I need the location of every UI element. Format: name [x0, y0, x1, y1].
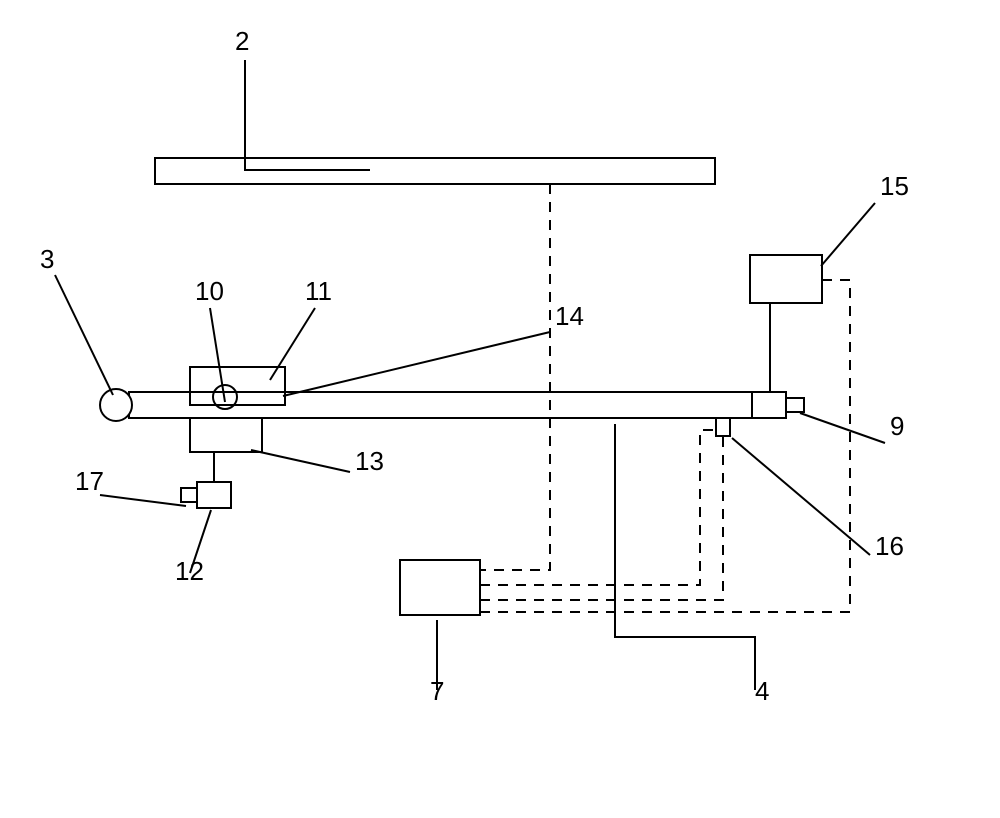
label-n4: 4 — [755, 676, 769, 706]
dashed-7-mid — [480, 430, 716, 585]
label-n11: 11 — [305, 276, 332, 306]
box-12 — [197, 482, 231, 508]
label-n15: 15 — [880, 171, 909, 201]
leader-n11 — [270, 308, 315, 380]
box-15 — [750, 255, 822, 303]
diagram-canvas: 2 15 3 10 11 14 9 17 13 12 16 7 4 — [0, 0, 1000, 818]
leader-n3 — [55, 275, 113, 395]
labels-group: 2 15 3 10 11 14 9 17 13 12 16 7 4 — [40, 26, 909, 706]
label-n7: 7 — [430, 676, 444, 706]
top-bar — [155, 158, 715, 184]
label-n9: 9 — [890, 411, 904, 441]
leader-n9 — [800, 413, 885, 443]
dashed-outer-15 — [480, 280, 850, 612]
label-n14: 14 — [555, 301, 584, 331]
label-n17: 17 — [75, 466, 104, 496]
leader-n15 — [821, 203, 875, 266]
box-7 — [400, 560, 480, 615]
nub-16 — [716, 418, 730, 436]
leader-n14 — [283, 332, 550, 396]
nub-17 — [181, 488, 197, 502]
leader-n13 — [251, 450, 350, 472]
label-n10: 10 — [195, 276, 224, 306]
label-n16: 16 — [875, 531, 904, 561]
dashed-7-to-16 — [480, 436, 723, 600]
label-n2: 2 — [235, 26, 249, 56]
box-16-body — [752, 392, 786, 418]
box-13 — [190, 418, 262, 452]
label-n12: 12 — [175, 556, 204, 586]
dashed-2-to-7 — [480, 184, 550, 570]
label-n13: 13 — [355, 446, 384, 476]
label-n3: 3 — [40, 244, 54, 274]
leader-n17 — [100, 495, 186, 506]
leader-n2 — [245, 60, 370, 170]
circle-3 — [100, 389, 132, 421]
nub-9 — [786, 398, 804, 412]
leader-n4 — [615, 424, 755, 690]
